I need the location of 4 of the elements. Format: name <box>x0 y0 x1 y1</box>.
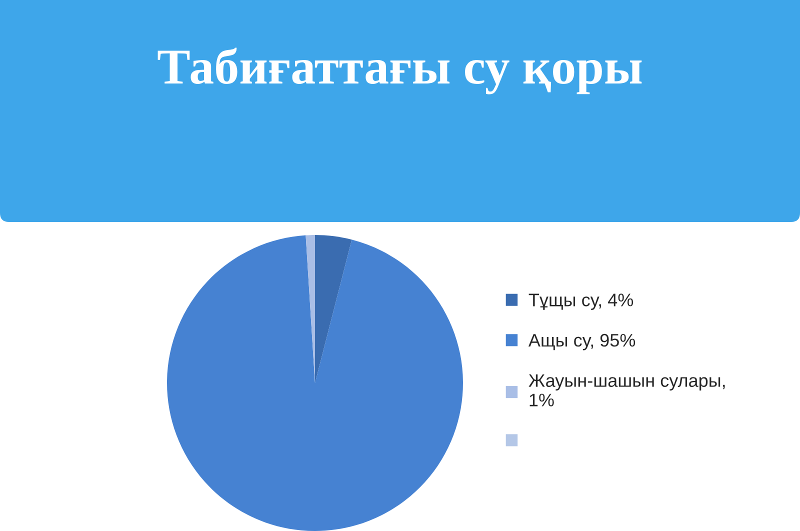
legend-label: Тұщы су, 4% <box>528 294 634 310</box>
chart-title: Табиғаттағы су қоры <box>158 48 642 94</box>
legend-label: Ащы су, 95% <box>528 334 636 350</box>
legend-label: Жауын-шашын сулары, 1% <box>528 374 725 406</box>
